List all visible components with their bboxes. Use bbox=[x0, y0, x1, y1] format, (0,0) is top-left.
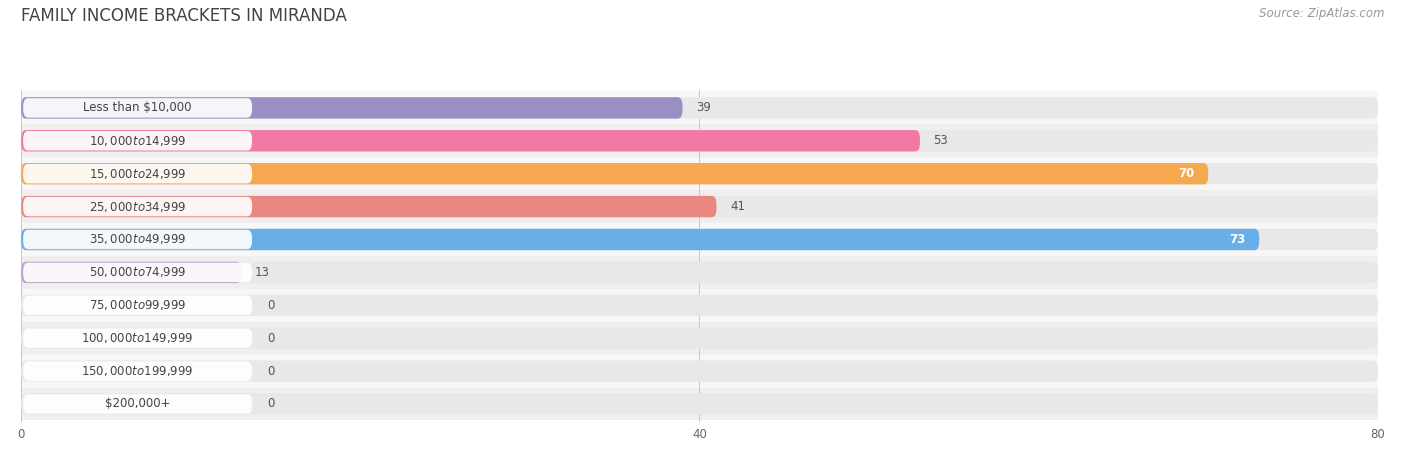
FancyBboxPatch shape bbox=[22, 230, 252, 249]
FancyBboxPatch shape bbox=[22, 164, 252, 183]
FancyBboxPatch shape bbox=[22, 329, 252, 348]
Bar bbox=[21, 387, 1378, 420]
Bar bbox=[21, 322, 1378, 355]
Bar bbox=[21, 190, 1378, 223]
FancyBboxPatch shape bbox=[21, 229, 1378, 250]
FancyBboxPatch shape bbox=[21, 163, 1378, 185]
Text: $150,000 to $199,999: $150,000 to $199,999 bbox=[82, 364, 194, 378]
FancyBboxPatch shape bbox=[21, 295, 1378, 316]
Text: $100,000 to $149,999: $100,000 to $149,999 bbox=[82, 331, 194, 345]
Text: $15,000 to $24,999: $15,000 to $24,999 bbox=[89, 167, 187, 180]
Text: 0: 0 bbox=[267, 332, 274, 345]
FancyBboxPatch shape bbox=[22, 98, 252, 118]
Text: $35,000 to $49,999: $35,000 to $49,999 bbox=[89, 233, 187, 247]
Bar bbox=[21, 289, 1378, 322]
FancyBboxPatch shape bbox=[21, 262, 1378, 283]
Text: $25,000 to $34,999: $25,000 to $34,999 bbox=[89, 200, 187, 214]
FancyBboxPatch shape bbox=[22, 197, 252, 216]
Text: 53: 53 bbox=[934, 134, 948, 147]
Text: 41: 41 bbox=[730, 200, 745, 213]
Text: FAMILY INCOME BRACKETS IN MIRANDA: FAMILY INCOME BRACKETS IN MIRANDA bbox=[21, 7, 347, 25]
FancyBboxPatch shape bbox=[21, 163, 1208, 185]
FancyBboxPatch shape bbox=[21, 196, 1378, 217]
FancyBboxPatch shape bbox=[21, 196, 717, 217]
Text: 0: 0 bbox=[267, 397, 274, 410]
Text: 70: 70 bbox=[1178, 167, 1195, 180]
FancyBboxPatch shape bbox=[22, 361, 252, 381]
FancyBboxPatch shape bbox=[21, 97, 1378, 119]
FancyBboxPatch shape bbox=[22, 263, 252, 282]
Text: 39: 39 bbox=[696, 101, 711, 114]
Text: $50,000 to $74,999: $50,000 to $74,999 bbox=[89, 265, 187, 279]
Bar bbox=[21, 223, 1378, 256]
Text: 0: 0 bbox=[267, 299, 274, 312]
Text: $200,000+: $200,000+ bbox=[105, 397, 170, 410]
FancyBboxPatch shape bbox=[21, 130, 920, 151]
Bar bbox=[21, 355, 1378, 387]
Bar bbox=[21, 157, 1378, 190]
Text: $10,000 to $14,999: $10,000 to $14,999 bbox=[89, 134, 187, 148]
Text: 0: 0 bbox=[267, 365, 274, 378]
Bar bbox=[21, 92, 1378, 124]
Bar bbox=[21, 256, 1378, 289]
FancyBboxPatch shape bbox=[21, 97, 682, 119]
FancyBboxPatch shape bbox=[21, 327, 1378, 349]
FancyBboxPatch shape bbox=[21, 361, 1378, 382]
FancyBboxPatch shape bbox=[21, 393, 1378, 415]
Bar bbox=[21, 124, 1378, 157]
FancyBboxPatch shape bbox=[21, 229, 1260, 250]
FancyBboxPatch shape bbox=[21, 262, 242, 283]
FancyBboxPatch shape bbox=[22, 131, 252, 150]
Text: Source: ZipAtlas.com: Source: ZipAtlas.com bbox=[1260, 7, 1385, 20]
FancyBboxPatch shape bbox=[22, 394, 252, 414]
Text: Less than $10,000: Less than $10,000 bbox=[83, 101, 191, 114]
Text: 13: 13 bbox=[254, 266, 270, 279]
FancyBboxPatch shape bbox=[21, 130, 1378, 151]
FancyBboxPatch shape bbox=[22, 295, 252, 315]
Text: $75,000 to $99,999: $75,000 to $99,999 bbox=[89, 298, 187, 312]
Text: 73: 73 bbox=[1229, 233, 1246, 246]
